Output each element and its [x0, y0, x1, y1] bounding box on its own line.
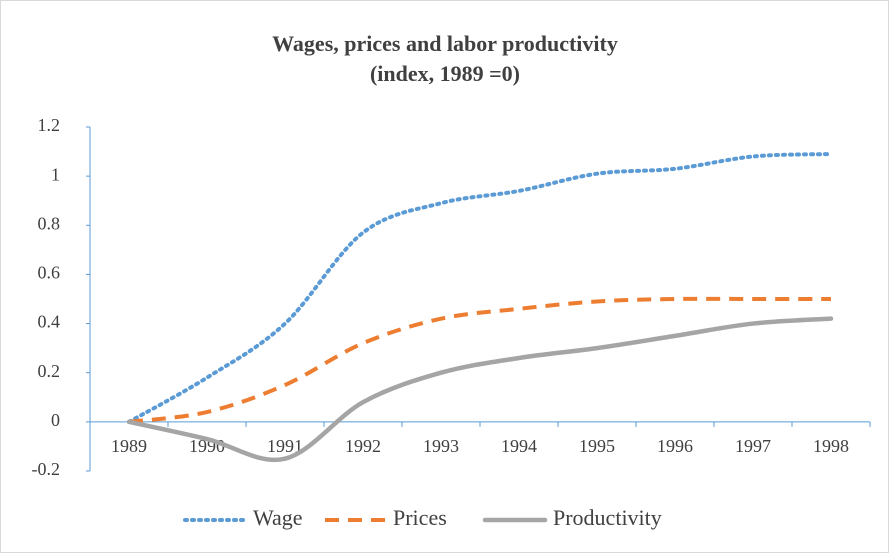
- x-tick-label: 1989: [111, 436, 147, 456]
- y-tick-label: 0: [51, 410, 60, 430]
- y-tick-label: 1.2: [38, 115, 61, 135]
- legend-label: Wage: [253, 505, 303, 530]
- x-tick-label: 1995: [579, 436, 615, 456]
- x-tick-label: 1991: [267, 436, 303, 456]
- series-line: [128, 296, 831, 424]
- y-tick-label: 0.2: [38, 361, 61, 381]
- series-line: [127, 152, 833, 424]
- x-tick-label: 1993: [423, 436, 459, 456]
- y-tick-label: -0.2: [32, 459, 61, 479]
- x-tick-label: 1996: [657, 436, 693, 456]
- chart-title: Wages, prices and labor productivity: [272, 31, 618, 56]
- x-tick-label: 1997: [735, 436, 771, 456]
- x-tick-label: 1998: [813, 436, 849, 456]
- legend-label: Productivity: [553, 505, 662, 530]
- legend-label: Prices: [393, 505, 447, 530]
- y-tick-label: 0.4: [38, 312, 61, 332]
- chart-subtitle: (index, 1989 =0): [370, 61, 520, 86]
- series-line: [126, 316, 834, 463]
- y-tick-label: 0.8: [38, 213, 61, 233]
- x-tick-label: 1994: [501, 436, 537, 456]
- y-tick-label: 1: [51, 164, 60, 184]
- y-tick-label: 0.6: [38, 263, 61, 283]
- x-tick-label: 1992: [345, 436, 381, 456]
